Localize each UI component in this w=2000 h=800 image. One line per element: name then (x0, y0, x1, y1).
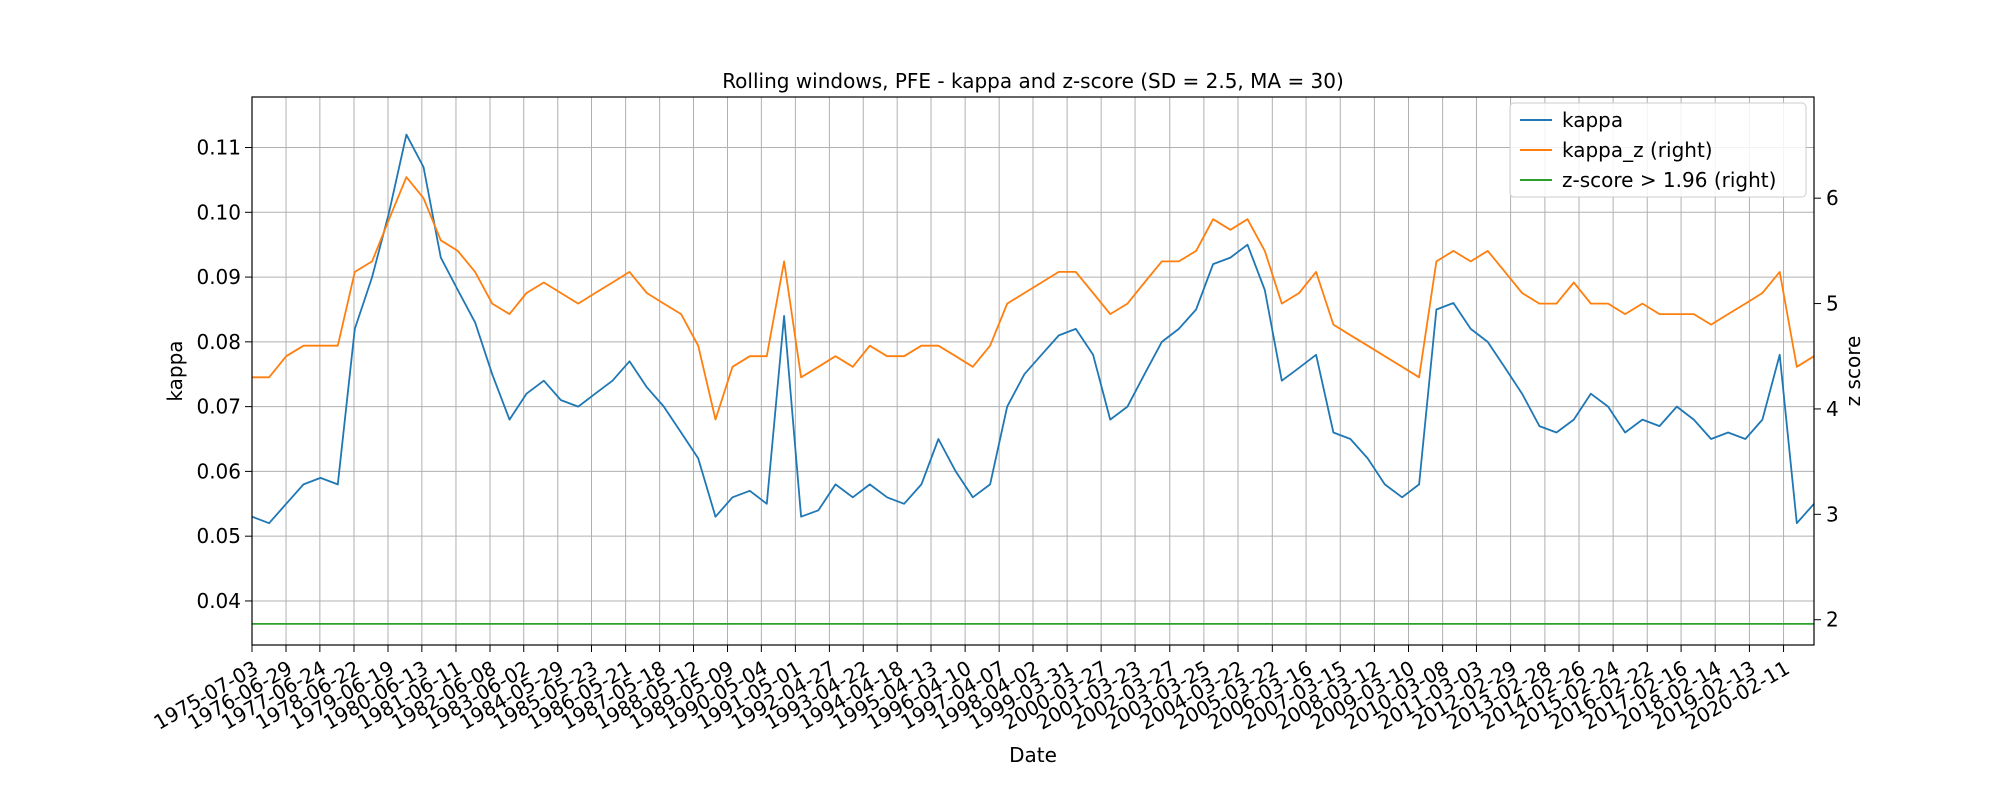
y-tick-label: 0.09 (196, 265, 241, 289)
right-y-tick-label: 5 (1826, 292, 1839, 316)
right-y-axis-label: z score (1841, 336, 1865, 407)
x-axis: 1975-07-031976-06-291977-06-241978-06-22… (149, 645, 1794, 735)
legend: kappa kappa_z (right) z-score > 1.96 (ri… (1509, 102, 1807, 198)
right-y-tick-label: 6 (1826, 186, 1839, 210)
series-line-kappa-z-right- (252, 176, 1815, 421)
left-y-axis: 0.04 0.05 0.06 0.07 0.08 0.09 0.10 0.11 (196, 136, 252, 613)
y-tick-label: 0.07 (196, 395, 241, 419)
legend-label-kappa: kappa (1562, 108, 1623, 132)
right-y-tick-label: 3 (1826, 502, 1839, 526)
grid-lines (251, 97, 1814, 645)
y-tick-label: 0.11 (196, 136, 241, 160)
legend-label-kappa-z: kappa_z (right) (1562, 138, 1713, 162)
x-axis-label: Date (1009, 743, 1057, 767)
legend-label-z-threshold: z-score > 1.96 (right) (1562, 168, 1776, 192)
legend-box (1509, 102, 1807, 198)
right-y-tick-label: 4 (1826, 397, 1839, 421)
series-line-kappa (251, 133, 1815, 525)
y-axis-label: kappa (163, 340, 187, 401)
chart-title: Rolling windows, PFE - kappa and z-score… (722, 69, 1344, 93)
y-tick-label: 0.08 (196, 330, 241, 354)
y-tick-label: 0.10 (196, 200, 241, 224)
right-y-axis: 2 3 4 5 6 (1814, 186, 1839, 632)
series-layer (251, 133, 1815, 625)
y-tick-label: 0.06 (196, 459, 241, 483)
right-y-tick-label: 2 (1826, 608, 1839, 632)
y-tick-label: 0.05 (196, 524, 241, 548)
y-tick-label: 0.04 (196, 589, 241, 613)
